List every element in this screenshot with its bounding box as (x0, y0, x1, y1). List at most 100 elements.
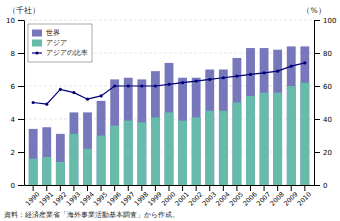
legend-item: アジアの比率 (32, 49, 88, 57)
tick-label: 2007 (255, 190, 272, 207)
tick-mark (304, 185, 305, 191)
marker (59, 88, 62, 91)
tick-label: 2006 (241, 190, 258, 207)
tick-label: 0 (11, 182, 15, 190)
chart: 1990199119921993199419951996199719981999… (0, 0, 340, 221)
bar (29, 129, 38, 185)
marker (262, 71, 265, 74)
bar (233, 103, 242, 186)
bar (70, 134, 79, 185)
bar (70, 112, 79, 185)
bar (178, 78, 187, 185)
tick-mark (314, 119, 320, 120)
tick-label: 20 (323, 149, 332, 157)
tick-mark (18, 119, 24, 120)
tick-label: 2 (11, 149, 15, 157)
tick-label: 1990 (24, 190, 41, 207)
legend: 世界アジアアジアの比率 (28, 24, 92, 62)
tick-mark (314, 20, 320, 21)
tick-label: 2004 (214, 190, 231, 207)
annotation: 資料：経済産業省「海外事業活動基本調査」から作成。 (4, 211, 179, 219)
tick-mark (114, 185, 115, 191)
marker (249, 73, 252, 76)
marker (195, 79, 198, 82)
bar (124, 121, 133, 185)
tick-label: 0 (323, 182, 327, 190)
bar (260, 93, 269, 185)
tick-label: 2005 (228, 190, 245, 207)
bar (56, 134, 65, 185)
bar (246, 96, 255, 185)
tick: 80 (314, 50, 332, 58)
tick-mark (314, 152, 320, 153)
tick-mark (18, 185, 24, 186)
tick-mark (18, 20, 24, 21)
tick-mark (155, 185, 156, 191)
tick: 0 (11, 182, 24, 190)
tick-label: 2009 (282, 190, 299, 207)
tick-mark (18, 86, 24, 87)
tick-mark (18, 53, 24, 54)
tick: 2 (11, 149, 24, 157)
tick-label: 6 (11, 83, 16, 91)
marker (140, 84, 143, 87)
bar (42, 157, 51, 185)
bar (273, 93, 282, 185)
marker (72, 91, 75, 94)
bar (42, 127, 51, 185)
bar (205, 70, 214, 186)
tick-mark (141, 185, 142, 191)
tick-mark (101, 185, 102, 191)
tick-label: 80 (323, 50, 332, 58)
tick-mark (87, 185, 88, 191)
bar (260, 48, 269, 185)
legend-swatch (32, 52, 42, 53)
marker (290, 65, 293, 68)
tick: 10 (6, 17, 24, 25)
legend-swatch (32, 40, 42, 47)
tick-label: 2001 (173, 190, 190, 207)
legend-label: アジアの比率 (46, 49, 88, 57)
legend-frame (28, 24, 92, 62)
tick-mark (314, 86, 320, 87)
bar (110, 126, 119, 185)
tick-label: 1999 (146, 190, 163, 207)
bar (300, 46, 309, 185)
bar (287, 86, 296, 185)
tick-label: 2010 (296, 190, 313, 207)
tick: 6 (11, 83, 24, 91)
tick: 8 (11, 50, 24, 58)
legend-label: アジア (46, 39, 67, 47)
line (33, 63, 305, 104)
tick-mark (128, 185, 129, 191)
bar (205, 111, 214, 185)
marker (208, 78, 211, 81)
plot: 1990199119921993199419951996199719981999… (6, 17, 336, 208)
marker (154, 84, 157, 87)
legend-item: 世界 (32, 29, 60, 37)
tick-mark (236, 185, 237, 191)
bar (137, 122, 146, 185)
marker (127, 84, 130, 87)
bar (29, 159, 38, 185)
tick-label: 1997 (119, 190, 136, 207)
tick-mark (182, 185, 183, 191)
tick-mark (314, 185, 320, 186)
bar (165, 63, 174, 185)
marker (303, 61, 306, 64)
tick-label: 10 (6, 17, 15, 25)
tick-mark (277, 185, 278, 191)
tick-mark (223, 185, 224, 191)
tick-mark (169, 185, 170, 191)
y-axis-title: （千社） (8, 6, 40, 15)
tick-label: 1995 (92, 190, 109, 207)
tick-label: 1994 (78, 190, 95, 207)
tick-mark (264, 185, 265, 191)
marker (276, 70, 279, 73)
tick: 4 (11, 116, 24, 124)
axis-line (24, 21, 25, 186)
tick-mark (291, 185, 292, 191)
tick-mark (196, 185, 197, 191)
tick-label: 2002 (187, 190, 204, 207)
marks (29, 46, 309, 185)
